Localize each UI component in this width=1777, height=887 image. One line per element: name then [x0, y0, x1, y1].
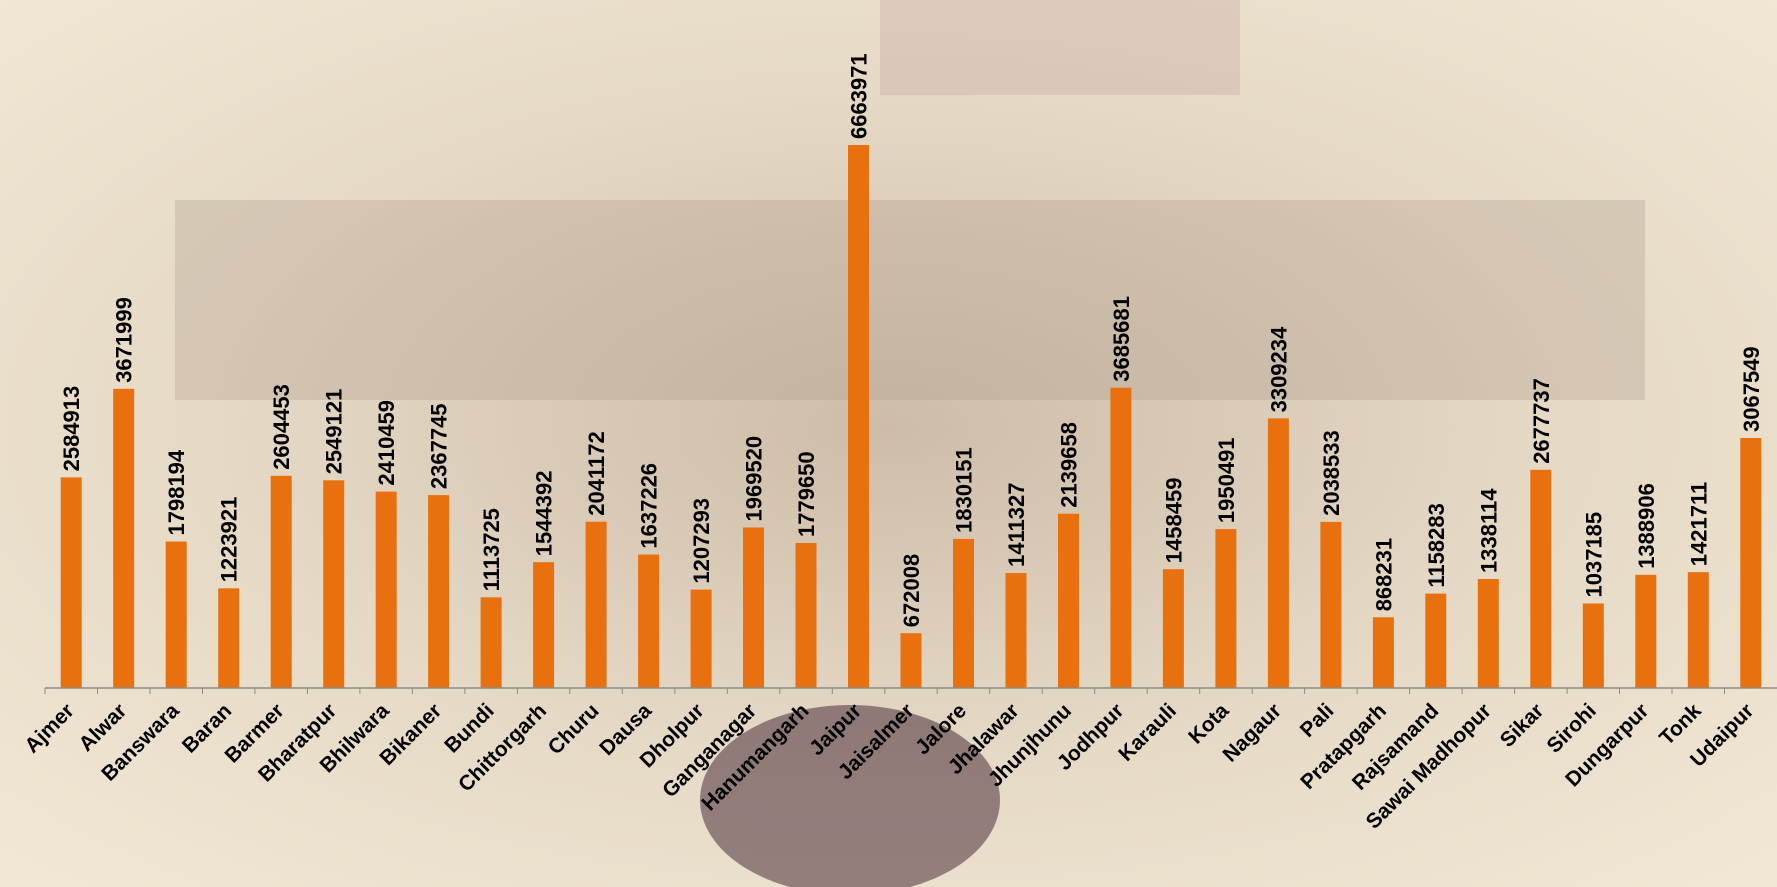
bar: [743, 527, 764, 688]
bar: [1530, 469, 1552, 688]
bar: [113, 388, 135, 688]
bar: [270, 475, 292, 688]
bar-value-label: 2139658: [1057, 422, 1082, 508]
bar: [533, 562, 555, 688]
bar-value-label: 1338114: [1476, 488, 1501, 573]
bar: [1635, 574, 1657, 688]
bar: [1215, 529, 1237, 688]
bar: [1425, 593, 1447, 688]
bar: [165, 541, 187, 688]
bar: [1005, 573, 1027, 688]
bar: [1110, 387, 1132, 688]
bar-value-label: 1037185: [1581, 512, 1606, 598]
background-map-band: [175, 200, 1645, 400]
bar: [795, 543, 817, 688]
bar-value-label: 1158283: [1424, 503, 1449, 587]
bar-value-label: 6663971: [847, 53, 872, 139]
value-labels-layer: 2584913 3671999 1798194 1223921 2604453 25491…: [59, 53, 1764, 627]
bar-value-label: 1779650: [794, 451, 819, 537]
x-axis: [44, 687, 1777, 694]
bar-value-label: 868231: [1371, 538, 1396, 611]
bar-value-label: 2038533: [1319, 430, 1344, 516]
bar-value-label: 1458459: [1161, 478, 1186, 564]
bar: [585, 521, 607, 688]
bar: [428, 495, 450, 688]
bar: [638, 554, 660, 688]
bar: [1162, 569, 1184, 688]
bar: [953, 538, 974, 688]
bar-value-label: 3309234: [1266, 326, 1291, 412]
bar: [1267, 418, 1289, 688]
bar-value-label: 2549121: [322, 389, 347, 475]
bar-value-label: 3685681: [1109, 296, 1134, 382]
bar-value-label: 1223921: [217, 497, 242, 583]
bar: [1320, 521, 1342, 688]
bar-value-label: 3067549: [1739, 346, 1764, 432]
bar-value-label: 1113725: [479, 508, 504, 591]
bar-value-label: 1830151: [952, 447, 977, 533]
bar: [60, 477, 82, 688]
bar: [323, 480, 345, 688]
bar-value-label: 1798194: [164, 449, 189, 535]
bar: [690, 589, 712, 688]
bar-value-label: 2604453: [269, 384, 294, 470]
bar: [375, 491, 397, 688]
bar-value-label: 2041172: [584, 431, 609, 515]
bar: [848, 145, 869, 688]
bar-value-label: 3671999: [112, 297, 137, 383]
background-dark-shape: [700, 705, 1000, 887]
bar-value-label: 1544392: [532, 471, 557, 557]
bar-value-label: 672008: [899, 554, 924, 627]
bar: [1740, 438, 1762, 688]
bar: [1582, 603, 1604, 688]
bar-value-label: 1207293: [689, 498, 714, 584]
bar-value-label: 1969520: [742, 436, 767, 522]
bar: [218, 588, 240, 688]
bars-layer: [60, 145, 1762, 688]
bar-value-label: 2410459: [374, 400, 399, 486]
bar-value-label: 1637226: [637, 463, 662, 549]
bar-value-label: 2584913: [59, 386, 84, 472]
bar: [480, 597, 502, 688]
bar: [1058, 513, 1079, 688]
bar: [1372, 617, 1394, 688]
bar: [900, 633, 922, 688]
bar: [1477, 579, 1499, 688]
bar: [1687, 572, 1709, 688]
bar-value-label: 1388906: [1634, 483, 1659, 569]
bar-value-label: 1411327: [1004, 483, 1029, 567]
bar-value-label: 2677737: [1529, 378, 1554, 464]
background-map-top-band: [880, 0, 1240, 95]
bar-value-label: 1421711: [1686, 482, 1711, 566]
bar-value-label: 1950491: [1214, 437, 1239, 523]
bar-value-label: 2367745: [427, 403, 452, 489]
